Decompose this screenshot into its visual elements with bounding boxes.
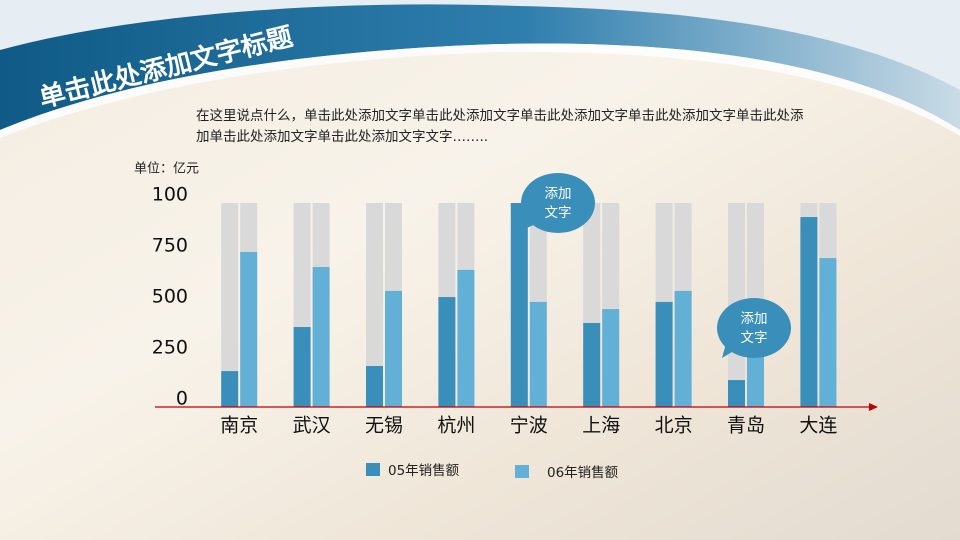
x-tick-label: 北京 [655, 415, 693, 437]
y-tick-label: 750 [152, 235, 188, 257]
x-tick-label: 无锡 [365, 415, 403, 437]
x-tick-label: 大连 [799, 415, 837, 437]
x-tick-label: 杭州 [437, 415, 475, 437]
legend-swatch [515, 465, 529, 478]
bar [529, 301, 547, 407]
legend-label: 06年销售额 [547, 465, 619, 481]
subtitle: 在这里说点什么，单击此处添加文字单击此处添加文字单击此处添加文字单击此处添加文字… [196, 108, 804, 145]
callout-text: 添加 [741, 311, 768, 327]
callout-text: 文字 [545, 205, 572, 221]
bar [312, 267, 330, 407]
callout-text: 添加 [545, 186, 572, 202]
x-tick-label: 青岛 [727, 415, 765, 437]
bar [602, 309, 620, 407]
x-tick-label: 武汉 [293, 415, 331, 437]
bar [457, 269, 475, 407]
bar-track [221, 203, 239, 407]
bar [800, 217, 818, 407]
bar [583, 322, 601, 407]
y-axis-label: 单位：亿元 [134, 162, 199, 177]
bar [293, 327, 311, 407]
bar [655, 301, 673, 407]
callout-text: 文字 [741, 330, 768, 346]
callout [521, 173, 595, 233]
x-axis-arrow [869, 403, 878, 411]
bar [240, 251, 258, 407]
y-tick-label: 500 [152, 286, 188, 308]
y-tick-label: 0 [176, 388, 188, 410]
bar [728, 380, 745, 407]
bar [674, 290, 692, 407]
bar [438, 297, 456, 407]
callout-tail [518, 212, 540, 232]
bar-track [366, 203, 383, 407]
legend-label: 05年销售额 [388, 463, 460, 479]
bar [510, 203, 528, 407]
bar [221, 371, 239, 407]
subtitle-box: 在这里说点什么，单击此处添加文字单击此处添加文字单击此处添加文字单击此处添加文字… [196, 108, 804, 145]
callout [717, 298, 791, 358]
x-tick-label: 宁波 [510, 415, 548, 437]
legend-swatch [366, 463, 380, 476]
header-band [0, 4, 960, 130]
x-tick-label: 上海 [582, 415, 620, 437]
y-tick-label: 250 [152, 337, 188, 359]
bar [819, 258, 837, 407]
x-tick-label: 南京 [220, 415, 258, 437]
bar [366, 365, 383, 407]
y-tick-label: 100 [152, 184, 188, 206]
bar [385, 290, 402, 407]
